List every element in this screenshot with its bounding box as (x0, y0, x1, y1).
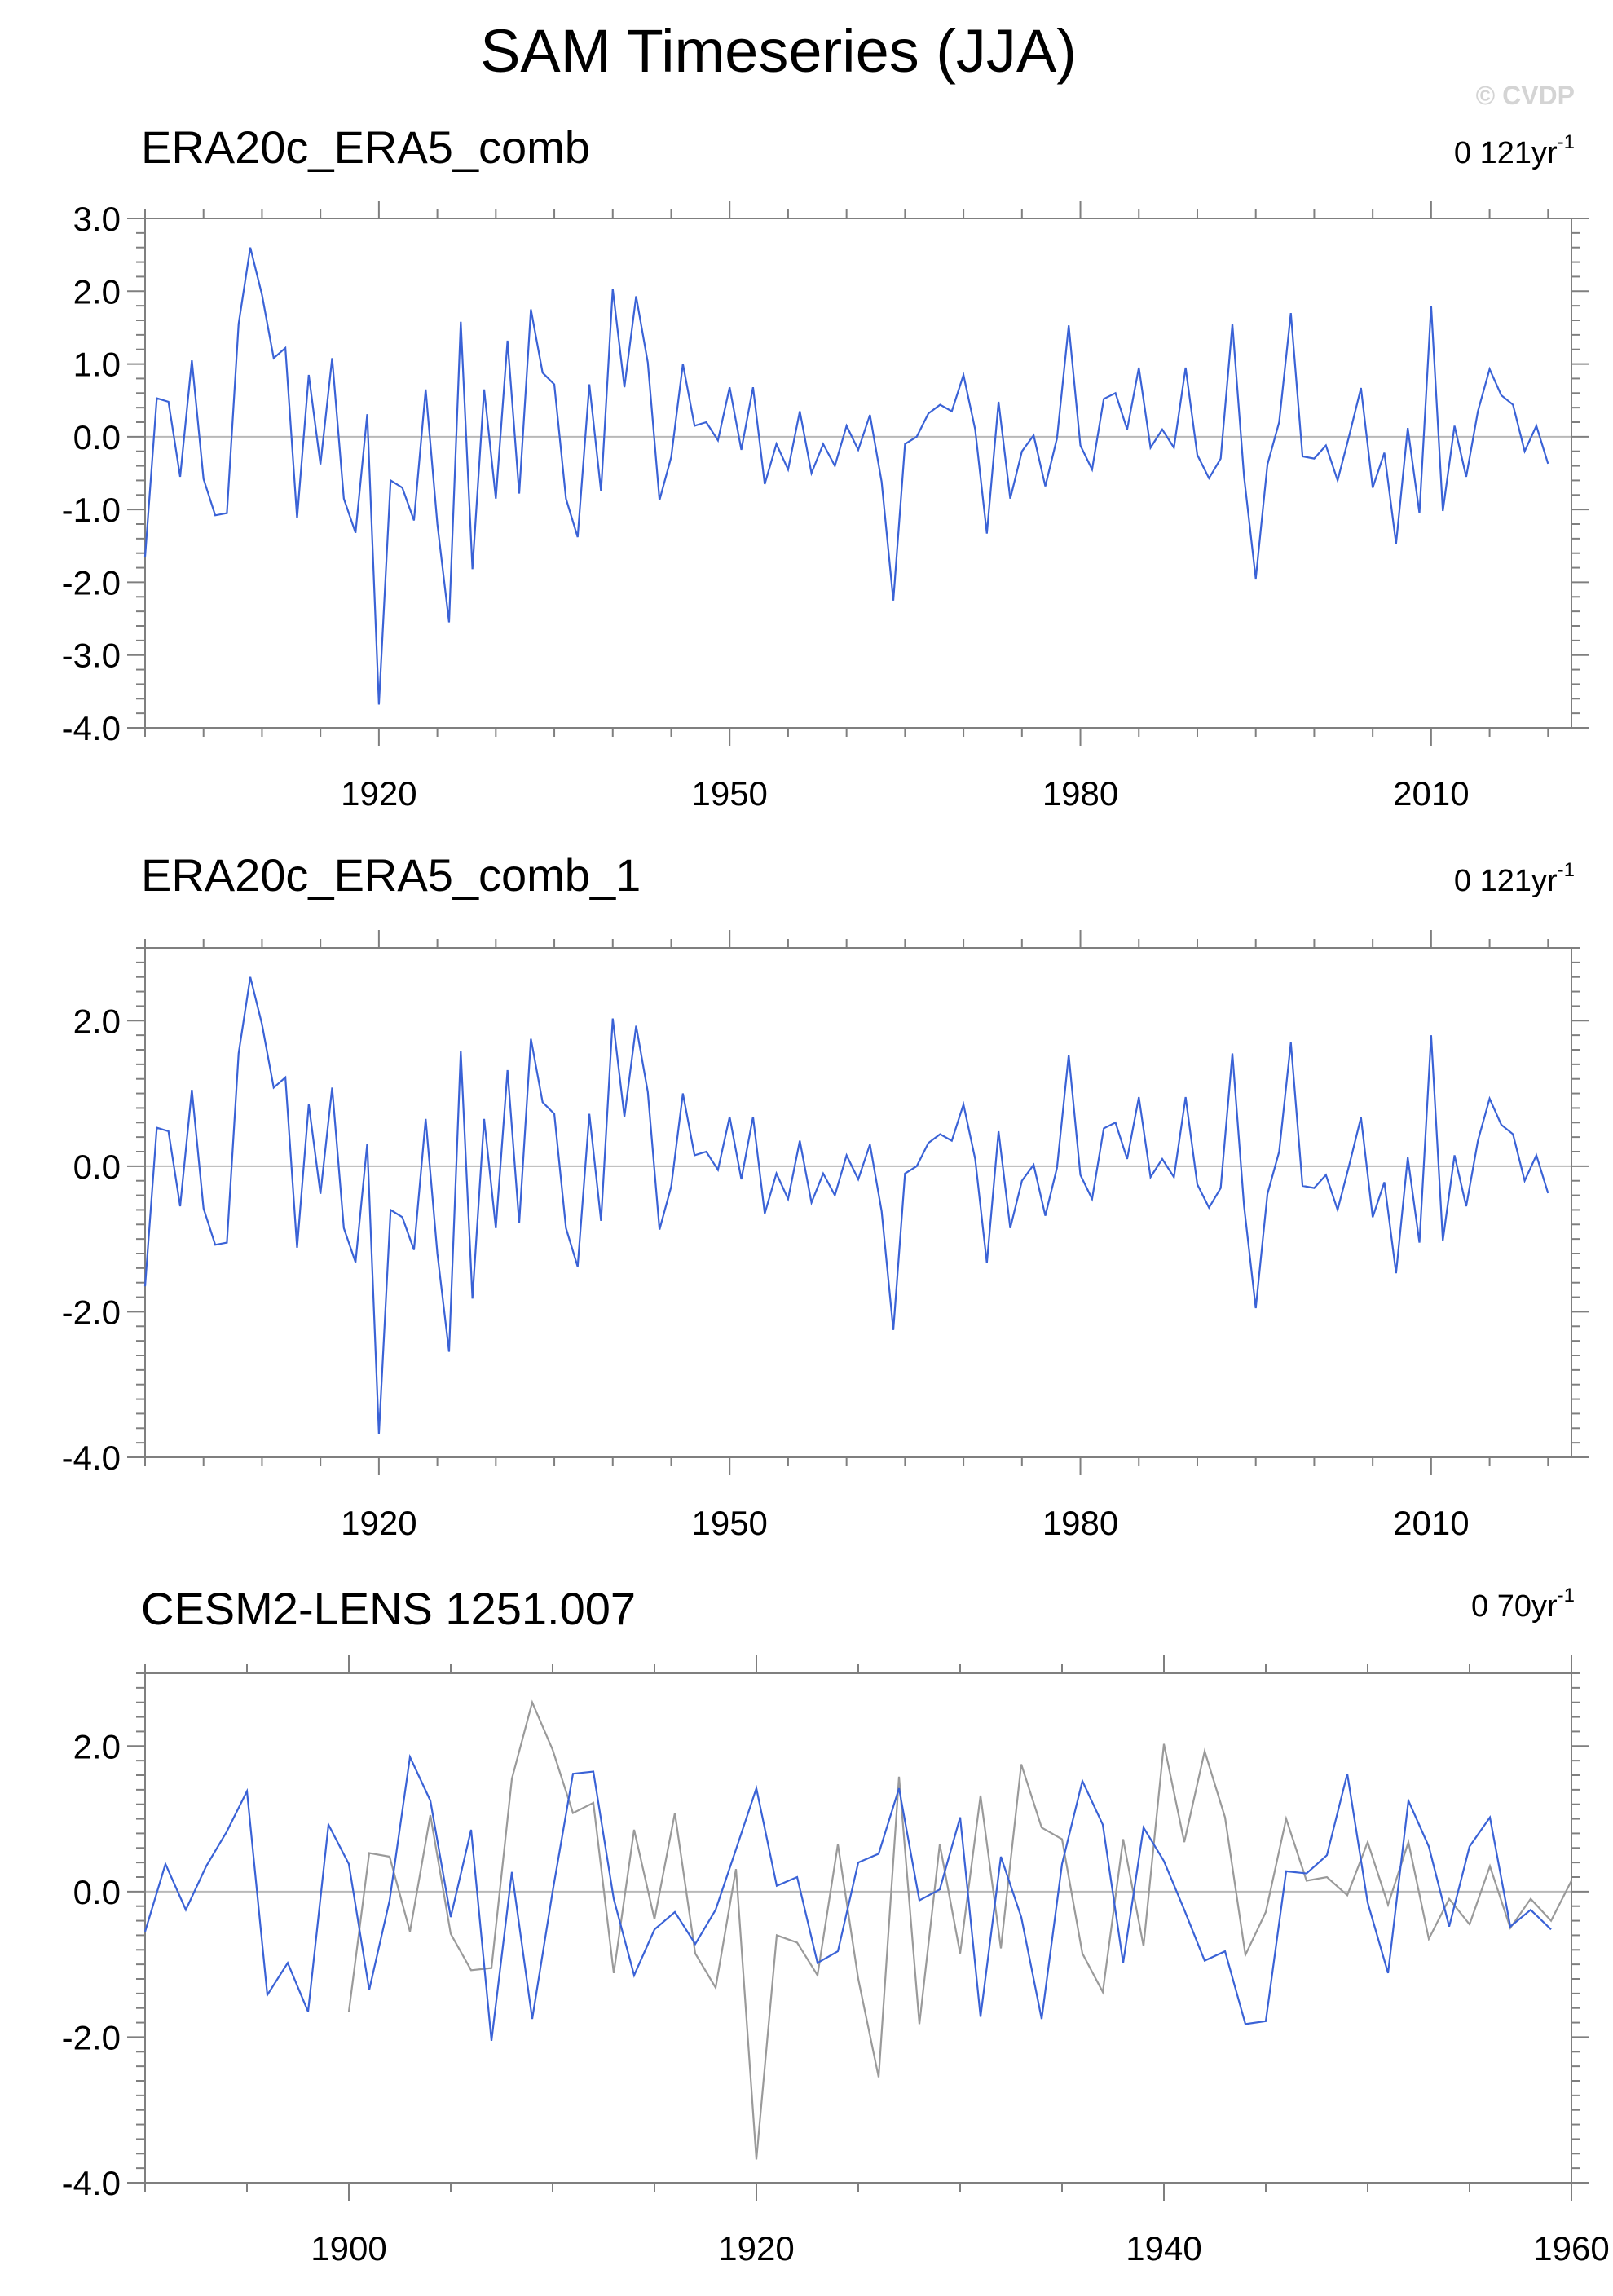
panel-1-y-tick-label: 1.0 (73, 346, 121, 384)
panel-1-y-tick-label: -2.0 (62, 563, 121, 602)
figure-title: SAM Timeseries (JJA) (480, 17, 1077, 85)
panel-1-trend-value: 0 121yr (1454, 136, 1558, 170)
panel-1-y-tick-label: -1.0 (62, 491, 121, 529)
panel-1-trend-label: 0 121yr-1 (1454, 131, 1575, 170)
panel-2-trend-exponent: -1 (1558, 859, 1575, 881)
panel-2-x-tick-label: 1950 (691, 1504, 767, 1542)
panel-1-y-tick-label: 0.0 (73, 418, 121, 456)
panel-1-y-tick-label: -3.0 (62, 637, 121, 675)
panel-1-frame (144, 218, 1572, 729)
panel-2-y-tick-label: 2.0 (73, 1002, 121, 1040)
panel-3-plot: 2.0 0.0 -2.0 -4.0 1900 1920 1940 1960 (62, 1655, 1610, 2267)
panel-3-trend-value: 0 70yr (1471, 1589, 1558, 1624)
panel-3-x-tick-label: 1920 (718, 2229, 794, 2267)
panel-2-y-tick-label: -2.0 (62, 1293, 121, 1331)
panel-3-y-tick-label: -4.0 (62, 2164, 121, 2202)
panel-1-x-tick-label: 2010 (1393, 774, 1469, 813)
panel-3-title: CESM2-LENS 1251.007 (141, 1583, 636, 1634)
panel-2-title: ERA20c_ERA5_comb_1 (141, 849, 641, 901)
panel-1-y-tick-label: 3.0 (73, 200, 121, 238)
panel-1-x-tick-label: 1980 (1042, 774, 1118, 813)
panel-1-x-tick-label: 1950 (691, 774, 767, 813)
panel-3-y-tick-label: 0.0 (73, 1873, 121, 1911)
panel-2-trend-label: 0 121yr-1 (1454, 859, 1575, 898)
panel-3-reference-series-line (347, 1699, 1572, 2160)
panel-2-primary-series-line (143, 976, 1549, 1434)
panel-1-title: ERA20c_ERA5_comb (141, 121, 590, 173)
panel-3-trend-exponent: -1 (1558, 1584, 1575, 1606)
panel-1-y-tick-label: -4.0 (62, 709, 121, 747)
panel-2-x-tick-label: 1920 (341, 1504, 416, 1542)
panel-3-y-tick-label: -2.0 (62, 2018, 121, 2056)
panel-3-trend-label: 0 70yr-1 (1471, 1584, 1575, 1624)
panel-1-primary-series-line (143, 247, 1549, 705)
panel-2: ERA20c_ERA5_comb_1 0 121yr-1 2.0 0.0 -2.0 -… (62, 849, 1589, 1542)
panel-3-x-tick-label: 1960 (1533, 2229, 1609, 2267)
panel-1-trend-exponent: -1 (1558, 131, 1575, 153)
panel-2-trend-value: 0 121yr (1454, 864, 1558, 898)
panel-1-y-tick-label: 2.0 (73, 272, 121, 311)
panel-2-y-tick-label: -4.0 (62, 1439, 121, 1477)
panel-2-x-tick-label: 2010 (1393, 1504, 1469, 1542)
panel-2-y-tick-label: 0.0 (73, 1148, 121, 1186)
panel-3-x-tick-label: 1900 (311, 2229, 386, 2267)
panel-1-x-tick-label: 1920 (341, 774, 416, 813)
panel-1: ERA20c_ERA5_comb 0 121yr-1 3.0 2.0 1.0 0.0 -… (62, 121, 1589, 813)
panel-2-frame (144, 947, 1572, 1458)
cvdp-watermark: © CVDP (1476, 81, 1575, 110)
panel-3-x-tick-label: 1940 (1126, 2229, 1201, 2267)
panel-2-plot: 2.0 0.0 -2.0 -4.0 1920 1950 1980 2010 (62, 930, 1589, 1542)
panel-3-frame (144, 1672, 1572, 2184)
panel-1-plot: 3.0 2.0 1.0 0.0 -1.0 -2.0 -3.0 -4.0 1920 1950 1980… (62, 200, 1589, 813)
panel-3-primary-series-line (143, 1753, 1552, 2042)
panel-3-y-tick-label: 2.0 (73, 1727, 121, 1765)
panel-3: CESM2-LENS 1251.007 0 70yr-1 2.0 0.0 -2.0 -… (62, 1583, 1610, 2267)
panel-2-x-tick-label: 1980 (1042, 1504, 1118, 1542)
